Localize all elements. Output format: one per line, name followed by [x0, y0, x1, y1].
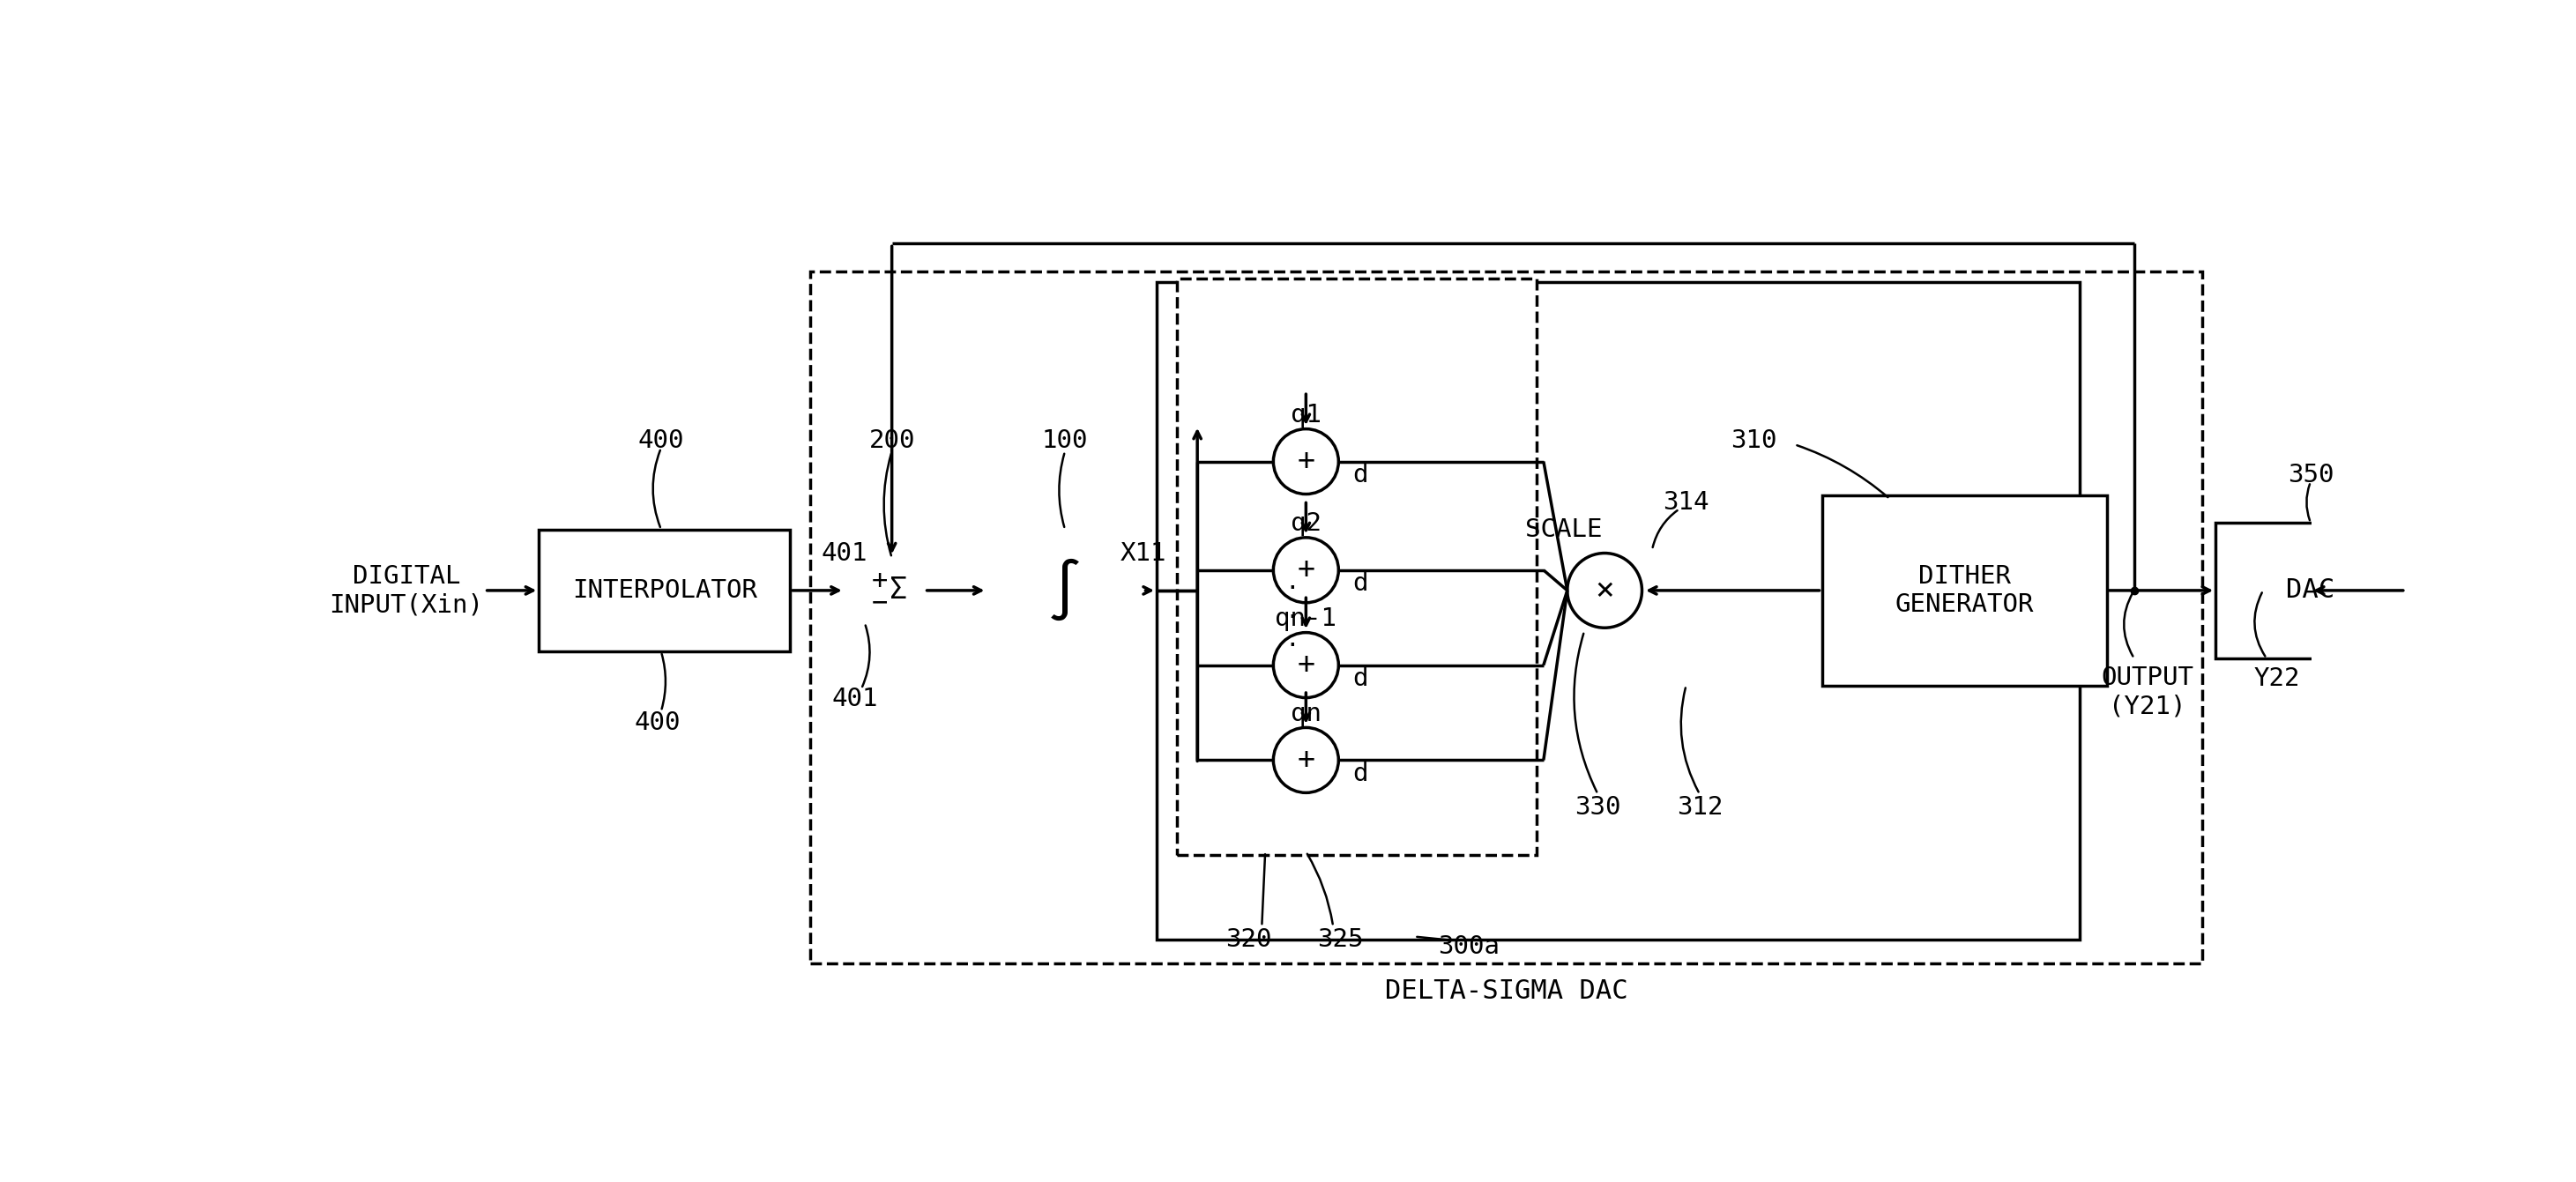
- Text: 400: 400: [634, 710, 680, 735]
- Bar: [811, 272, 2202, 963]
- Text: q1: q1: [1291, 403, 1321, 428]
- Text: 300a: 300a: [1437, 935, 1499, 959]
- Text: DIGITAL
INPUT(Xin): DIGITAL INPUT(Xin): [330, 564, 484, 617]
- Text: 330: 330: [1574, 795, 1620, 820]
- Text: 401: 401: [832, 687, 878, 712]
- Text: DITHER
GENERATOR: DITHER GENERATOR: [1896, 564, 2035, 617]
- Circle shape: [1273, 429, 1340, 494]
- Circle shape: [860, 558, 925, 623]
- Text: +: +: [1298, 447, 1314, 476]
- Text: d: d: [1352, 462, 1368, 487]
- Text: ×: ×: [1595, 576, 1615, 605]
- Bar: [2215, 522, 2406, 658]
- Bar: [1157, 281, 2079, 940]
- Text: +: +: [1298, 746, 1314, 774]
- Text: d: d: [1352, 667, 1368, 691]
- Circle shape: [1566, 553, 1641, 628]
- Text: DAC: DAC: [2287, 578, 2334, 603]
- Text: +: +: [1298, 556, 1314, 585]
- Text: 400: 400: [639, 429, 685, 454]
- Circle shape: [1273, 538, 1340, 603]
- Text: 100: 100: [1041, 429, 1087, 454]
- Text: 350: 350: [2287, 462, 2334, 487]
- Bar: [1821, 495, 2107, 686]
- Text: X11: X11: [1121, 541, 1167, 565]
- Text: INTERPOLATOR: INTERPOLATOR: [572, 578, 757, 603]
- Text: SCALE: SCALE: [1525, 517, 1602, 541]
- Text: Σ: Σ: [889, 576, 907, 605]
- Text: 320: 320: [1226, 928, 1273, 953]
- Text: +: +: [1298, 650, 1314, 680]
- Text: +: +: [871, 569, 889, 593]
- Text: qn-1: qn-1: [1275, 606, 1337, 631]
- Text: 310: 310: [1731, 429, 1777, 454]
- Text: ∫: ∫: [1048, 559, 1082, 622]
- Text: d: d: [1352, 761, 1368, 786]
- Text: DELTA-SIGMA DAC: DELTA-SIGMA DAC: [1386, 979, 1628, 1004]
- Text: ·
·
·: · · ·: [1285, 577, 1301, 658]
- Bar: [538, 530, 791, 651]
- Text: d: d: [1352, 571, 1368, 596]
- Bar: [987, 530, 1144, 651]
- Text: 325: 325: [1316, 928, 1363, 953]
- Text: qn: qn: [1291, 702, 1321, 726]
- Text: −: −: [871, 590, 889, 616]
- Text: 312: 312: [1677, 795, 1723, 820]
- Text: Y22: Y22: [2254, 667, 2300, 691]
- Text: 401: 401: [822, 541, 868, 565]
- Text: 314: 314: [1664, 489, 1710, 514]
- Text: q2: q2: [1291, 512, 1321, 537]
- Text: OUTPUT
(Y21): OUTPUT (Y21): [2102, 665, 2195, 719]
- Bar: [1177, 278, 1538, 855]
- Circle shape: [1273, 728, 1340, 793]
- Text: 200: 200: [868, 429, 914, 454]
- Circle shape: [1273, 632, 1340, 697]
